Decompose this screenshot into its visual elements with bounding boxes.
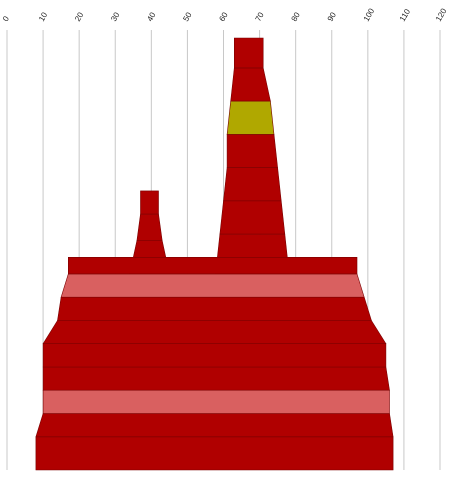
x-tick-label-80: 80 [290, 10, 303, 23]
stack-1-band-7 [57, 296, 372, 321]
x-tick-label-20: 20 [73, 10, 86, 23]
stack-1-band-2 [35, 413, 394, 438]
stack-3-band-8 [223, 167, 282, 202]
x-tick-label-120: 120 [434, 6, 449, 23]
stack-2-band-9 [140, 190, 159, 215]
stack-3-band-11 [230, 67, 271, 102]
stack-1-band-8 [60, 273, 365, 298]
x-tick-label-10: 10 [37, 10, 50, 23]
stack-3-band-9 [226, 134, 278, 168]
x-tick-label-90: 90 [326, 10, 339, 23]
stack-3-band-12 [234, 37, 264, 69]
x-tick-label-40: 40 [145, 10, 158, 23]
stack-2-band-8 [136, 213, 163, 241]
stack-1-band-6 [42, 320, 387, 345]
stack-1 [35, 256, 394, 471]
x-axis-ticks: 0 10 20 30 40 50 60 70 80 90 100 110 120 [1, 6, 449, 23]
x-tick-label-100: 100 [362, 6, 377, 23]
x-tick-label-110: 110 [398, 7, 412, 23]
stack-3-band-7 [219, 200, 286, 235]
stack-1-band-4 [42, 366, 390, 391]
x-tick-label-70: 70 [254, 10, 267, 23]
stack-1-band-3 [42, 389, 390, 414]
x-tick-label-50: 50 [181, 10, 194, 23]
x-tick-label-60: 60 [217, 10, 230, 23]
x-tick-label-30: 30 [109, 10, 122, 23]
stack-1-band-9 [68, 256, 358, 275]
stack-1-band-1 [35, 436, 394, 471]
plot-area [35, 37, 394, 471]
stack-1-band-5 [42, 343, 387, 368]
x-tick-label-0: 0 [1, 14, 11, 23]
stack-3-band-10 [226, 100, 275, 135]
